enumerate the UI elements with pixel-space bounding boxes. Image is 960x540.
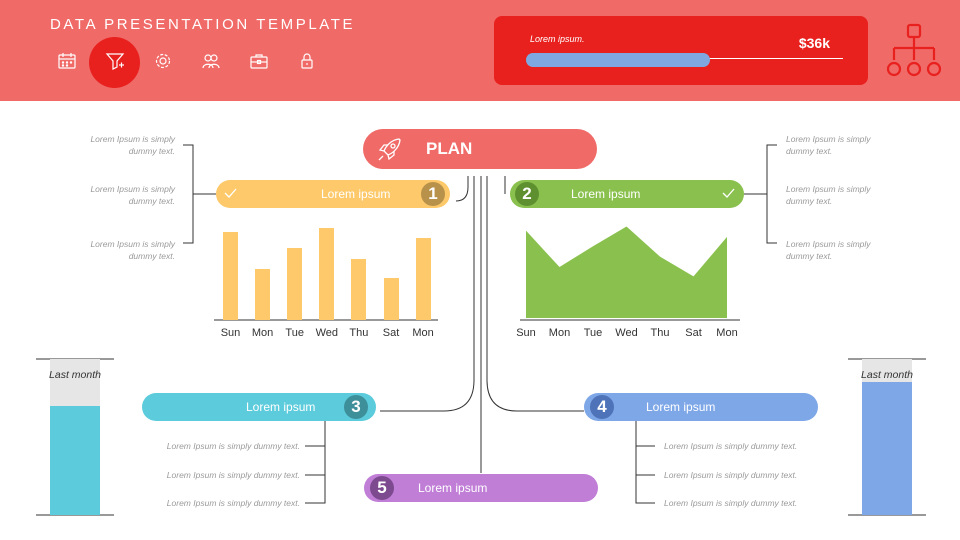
area-chart-tick-label: Sun bbox=[516, 327, 536, 339]
bar-chart-bar bbox=[255, 269, 271, 320]
header-banner: DATA PRESENTATION TEMPLATE Lorem ipsum. … bbox=[0, 0, 960, 101]
org-chart-icon bbox=[886, 23, 942, 77]
step-2-pill[interactable]: 2 Lorem ipsum bbox=[510, 180, 744, 208]
thermometer-right bbox=[862, 359, 912, 515]
note-right-3: Lorem Ipsum is simply dummy text. bbox=[786, 239, 871, 261]
step-2-number: 2 bbox=[515, 182, 539, 206]
thermometer-left-label: Last month bbox=[49, 369, 101, 381]
team-icon[interactable] bbox=[200, 50, 222, 72]
area-chart-tick-label: Thu bbox=[650, 327, 670, 339]
lock-icon[interactable] bbox=[296, 50, 318, 72]
bar-chart-tick-label: Sun bbox=[220, 327, 241, 339]
step-3-number: 3 bbox=[344, 395, 368, 419]
note-bottom-left-1: Lorem Ipsum is simply dummy text. bbox=[166, 441, 300, 451]
thermometer-left bbox=[50, 359, 100, 515]
note-bottom-left-2: Lorem Ipsum is simply dummy text. bbox=[166, 470, 300, 480]
area-chart-tick-label: Sat bbox=[685, 327, 702, 339]
step-3-pill[interactable]: Lorem ipsum 3 bbox=[142, 393, 376, 421]
bar-chart-bar bbox=[415, 237, 431, 320]
funnel-icon[interactable] bbox=[104, 50, 126, 72]
step-2-label: Lorem ipsum bbox=[571, 187, 641, 201]
revenue-card: Lorem ipsum. $36k bbox=[494, 16, 868, 85]
note-bottom-right-1: Lorem Ipsum is simply dummy text. bbox=[664, 441, 798, 451]
note-right-2: Lorem Ipsum is simply dummy text. bbox=[786, 184, 871, 206]
page-title: DATA PRESENTATION TEMPLATE bbox=[50, 16, 356, 33]
step-5-label: Lorem ipsum bbox=[418, 481, 488, 495]
area-chart-series bbox=[526, 226, 727, 318]
note-bottom-right-3: Lorem Ipsum is simply dummy text. bbox=[664, 498, 798, 508]
calendar-icon[interactable] bbox=[56, 50, 78, 72]
active-icon-highlight bbox=[89, 37, 140, 88]
thermometer-right-label: Last month bbox=[861, 369, 913, 381]
step-1-number: 1 bbox=[421, 182, 445, 206]
gear-icon[interactable] bbox=[152, 50, 174, 72]
bar-chart-bar bbox=[287, 248, 303, 320]
note-left-3: Lorem Ipsum is simply dummy text. bbox=[90, 239, 175, 261]
area-chart-tick-label: Mon bbox=[716, 327, 738, 339]
bar-chart-tick-label: Tue bbox=[285, 327, 304, 339]
bar-chart-tick-label: Wed bbox=[315, 327, 338, 339]
note-left-2: Lorem Ipsum is simply dummy text. bbox=[90, 184, 175, 206]
area-chart-tick-label: Mon bbox=[548, 327, 571, 339]
step-4-pill[interactable]: 4 Lorem ipsum bbox=[584, 393, 818, 421]
note-left-1: Lorem Ipsum is simply dummy text. bbox=[90, 134, 175, 156]
revenue-progress-bar bbox=[526, 53, 710, 67]
briefcase-icon[interactable] bbox=[248, 50, 270, 72]
note-right-1: Lorem Ipsum is simply dummy text. bbox=[786, 134, 871, 156]
note-bottom-right-2: Lorem Ipsum is simply dummy text. bbox=[664, 470, 798, 480]
bar-chart-bar bbox=[223, 231, 238, 320]
bar-chart-bar bbox=[319, 228, 335, 320]
note-bottom-left-3: Lorem Ipsum is simply dummy text. bbox=[166, 498, 300, 508]
bar-chart-bar bbox=[351, 258, 367, 320]
step-3-label: Lorem ipsum bbox=[246, 400, 316, 414]
area-chart-tick-label: Wed bbox=[615, 327, 638, 339]
rocket-icon bbox=[378, 138, 401, 161]
bar-chart-bar bbox=[383, 278, 399, 320]
bar-chart-tick-label: Mon bbox=[412, 327, 434, 339]
plan-label: PLAN bbox=[426, 139, 473, 158]
step-5-pill[interactable]: 5 Lorem ipsum bbox=[364, 474, 598, 502]
thermometer-left-fill bbox=[50, 405, 100, 515]
revenue-value: $36k bbox=[798, 35, 830, 51]
step-5-number: 5 bbox=[370, 476, 394, 500]
plan-pill[interactable]: PLAN bbox=[363, 129, 597, 169]
bar-chart-tick-label: Mon bbox=[251, 327, 274, 339]
step-4-label: Lorem ipsum bbox=[646, 400, 716, 414]
bar-chart-tick-label: Sat bbox=[382, 327, 400, 339]
check-icon bbox=[224, 188, 237, 198]
step-4-number: 4 bbox=[590, 395, 614, 419]
bar-chart-tick-label: Thu bbox=[349, 327, 369, 339]
check-icon bbox=[722, 188, 735, 198]
area-chart-tick-label: Tue bbox=[583, 327, 603, 339]
thermometer-right-fill bbox=[862, 382, 912, 515]
revenue-label: Lorem ipsum. bbox=[530, 34, 585, 44]
step-1-label: Lorem ipsum bbox=[321, 187, 391, 201]
step-1-pill[interactable]: Lorem ipsum 1 bbox=[216, 180, 450, 208]
